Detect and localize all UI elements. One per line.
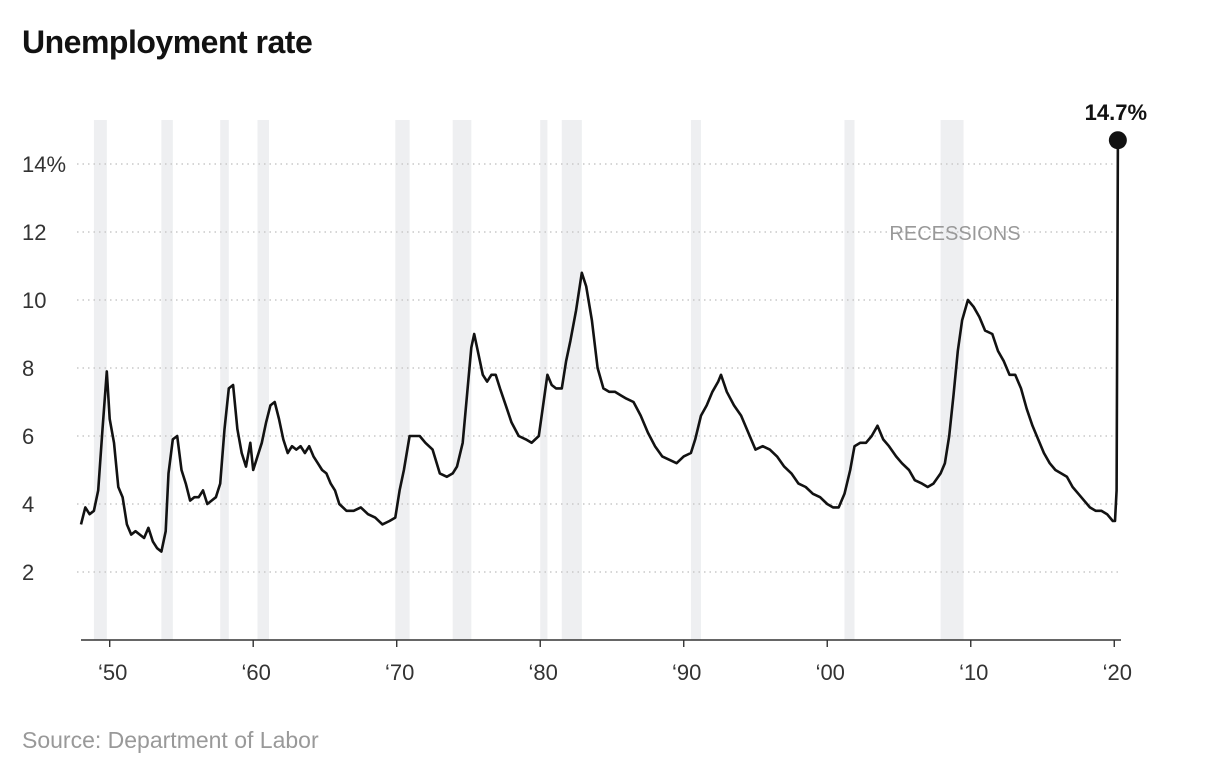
recession-band-4 — [257, 120, 269, 640]
unemployment-chart: 2 4 6 8 10 12 14% RECESSIONS ‘50 ‘60 ‘70 ‘80 ‘90 ‘0… — [22, 100, 1147, 685]
x-tick-label-1980: ‘80 — [529, 660, 558, 685]
recession-band-10 — [844, 120, 855, 640]
unemployment-rate-line — [79, 140, 1120, 553]
recession-band-3 — [220, 120, 229, 640]
source-note: Source: Department of Labor — [22, 727, 319, 753]
recession-bands — [93, 120, 964, 640]
x-tick-label-1960: ‘60 — [242, 660, 271, 685]
recession-band-1 — [93, 120, 107, 640]
recessions-label: RECESSIONS — [889, 223, 1020, 245]
recession-band-11 — [940, 120, 964, 640]
y-tick-label-2: 2 — [22, 560, 34, 585]
y-tick-label-6: 6 — [22, 424, 34, 449]
recession-band-7 — [540, 120, 548, 640]
y-tick-label-12: 12 — [22, 220, 46, 245]
y-tick-label-10: 10 — [22, 288, 46, 313]
y-axis-ticks: 2 4 6 8 10 12 14% — [22, 152, 66, 585]
latest-value-label: 14.7% — [1085, 100, 1147, 125]
x-tick-label-2020: ‘20 — [1103, 660, 1132, 685]
x-tick-label-1990: ‘90 — [672, 660, 701, 685]
recession-band-5 — [395, 120, 410, 640]
recession-band-6 — [452, 120, 472, 640]
chart-title: Unemployment rate — [22, 24, 313, 60]
recession-band-8 — [561, 120, 582, 640]
x-tick-label-2000: ‘00 — [816, 660, 845, 685]
x-tick-label-2010: ‘10 — [959, 660, 988, 685]
y-tick-label-14: 14% — [22, 152, 66, 177]
x-tick-label-1970: ‘70 — [385, 660, 414, 685]
x-axis-ticks: ‘50 ‘60 ‘70 ‘80 ‘90 ‘00 ‘10 ‘20 — [98, 640, 1132, 685]
y-tick-label-8: 8 — [22, 356, 34, 381]
latest-value-dot — [1108, 131, 1127, 150]
recession-band-2 — [161, 120, 173, 640]
recession-band-9 — [690, 120, 701, 640]
x-tick-label-1950: ‘50 — [98, 660, 127, 685]
y-tick-label-4: 4 — [22, 492, 34, 517]
